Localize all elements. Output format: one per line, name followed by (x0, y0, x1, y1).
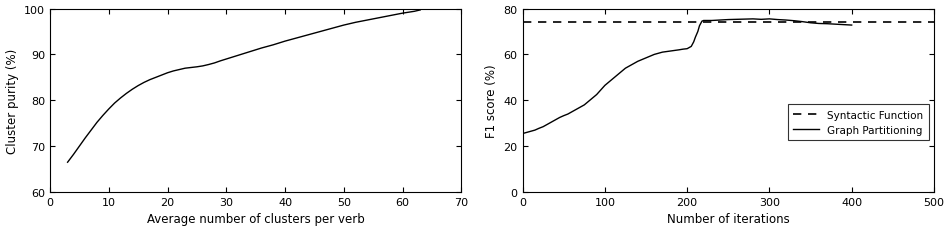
Y-axis label: F1 score (%): F1 score (%) (485, 64, 498, 137)
Graph Partitioning (788, 20, 800, 23)
Graph Partitioning (649, 54, 660, 57)
Graph Partitioning (846, 24, 857, 27)
Syntactic Function (517, 22, 528, 24)
Graph Partitioning (748, 18, 759, 21)
Y-axis label: Cluster purity (%): Cluster purity (%) (6, 49, 19, 153)
X-axis label: Number of iterations: Number of iterations (667, 213, 789, 225)
Line: Graph Partitioning: Graph Partitioning (522, 20, 851, 134)
Syntactic Function (518, 22, 529, 24)
Legend: Syntactic Function, Graph Partitioning: Syntactic Function, Graph Partitioning (788, 105, 929, 140)
Graph Partitioning (582, 101, 594, 103)
Graph Partitioning (566, 111, 578, 114)
X-axis label: Average number of clusters per verb: Average number of clusters per verb (146, 213, 365, 225)
Graph Partitioning (538, 126, 549, 128)
Graph Partitioning (688, 41, 699, 44)
Graph Partitioning (517, 133, 528, 135)
